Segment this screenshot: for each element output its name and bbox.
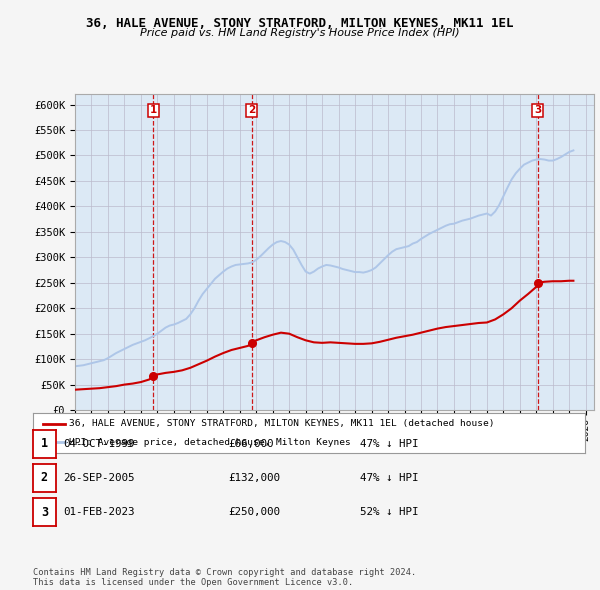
Text: 1: 1: [149, 106, 157, 116]
Text: 3: 3: [534, 106, 541, 116]
Text: 1: 1: [41, 437, 48, 450]
Text: HPI: Average price, detached house, Milton Keynes: HPI: Average price, detached house, Milt…: [70, 438, 351, 447]
Text: 2: 2: [41, 471, 48, 484]
Text: 36, HALE AVENUE, STONY STRATFORD, MILTON KEYNES, MK11 1EL (detached house): 36, HALE AVENUE, STONY STRATFORD, MILTON…: [70, 419, 495, 428]
Text: 47% ↓ HPI: 47% ↓ HPI: [360, 473, 419, 483]
Text: £250,000: £250,000: [228, 507, 280, 517]
Text: 01-FEB-2023: 01-FEB-2023: [63, 507, 134, 517]
Text: £66,000: £66,000: [228, 439, 274, 448]
Text: 52% ↓ HPI: 52% ↓ HPI: [360, 507, 419, 517]
Text: 04-OCT-1999: 04-OCT-1999: [63, 439, 134, 448]
Text: £132,000: £132,000: [228, 473, 280, 483]
Text: 47% ↓ HPI: 47% ↓ HPI: [360, 439, 419, 448]
Text: 2: 2: [248, 106, 256, 116]
Text: 36, HALE AVENUE, STONY STRATFORD, MILTON KEYNES, MK11 1EL: 36, HALE AVENUE, STONY STRATFORD, MILTON…: [86, 17, 514, 30]
Text: 26-SEP-2005: 26-SEP-2005: [63, 473, 134, 483]
Text: Price paid vs. HM Land Registry's House Price Index (HPI): Price paid vs. HM Land Registry's House …: [140, 28, 460, 38]
Text: 3: 3: [41, 506, 48, 519]
Text: Contains HM Land Registry data © Crown copyright and database right 2024.
This d: Contains HM Land Registry data © Crown c…: [33, 568, 416, 587]
